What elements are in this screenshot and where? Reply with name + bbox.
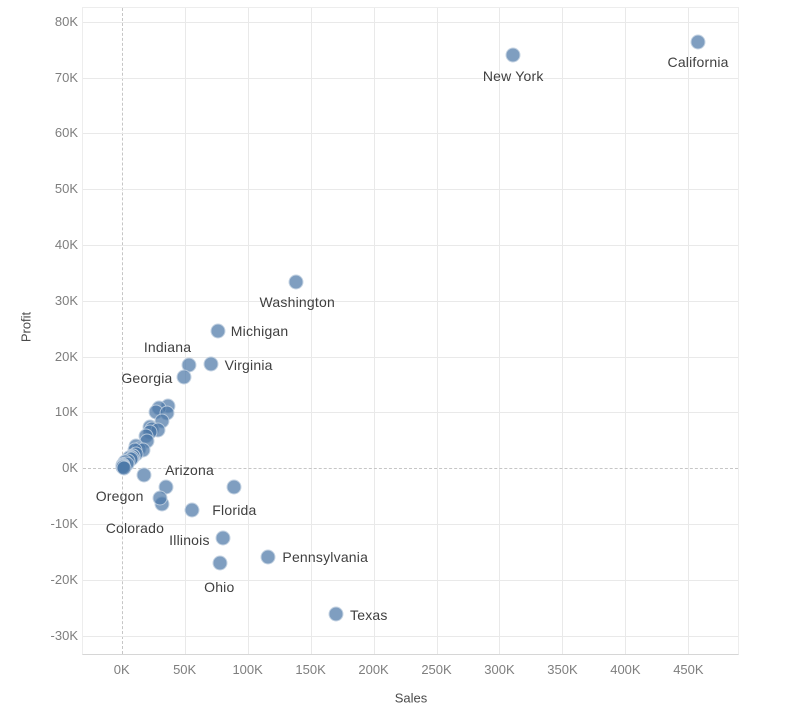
y-tick-label: 10K	[54, 404, 78, 420]
data-point-michigan[interactable]	[210, 323, 226, 339]
x-tick-label: 400K	[610, 662, 641, 677]
x-tick-label: 150K	[295, 662, 326, 677]
data-point-pennsylvania[interactable]	[260, 549, 276, 565]
data-point-california[interactable]	[690, 34, 706, 50]
y-axis-title: Profit	[18, 311, 34, 343]
x-tick-label: 450K	[673, 662, 704, 677]
plot-area	[83, 8, 738, 654]
data-point-new-york[interactable]	[505, 47, 521, 63]
y-tick-label: 70K	[54, 69, 78, 85]
y-tick-label: 20K	[54, 348, 78, 364]
y-tick-label: -30K	[50, 627, 78, 643]
data-point-oregon[interactable]	[136, 467, 152, 483]
y-tick-label: 0K	[62, 460, 78, 476]
y-tick-label: 40K	[54, 236, 78, 252]
x-tick-label: 0K	[113, 662, 130, 677]
y-tick-label: 50K	[54, 181, 78, 197]
y-tick-label: 80K	[54, 13, 78, 29]
x-axis-title: Sales	[394, 690, 428, 706]
y-tick-label: -10K	[50, 515, 78, 531]
x-tick-label: 250K	[421, 662, 452, 677]
x-tick-label: 300K	[484, 662, 515, 677]
data-point-illinois[interactable]	[215, 530, 231, 546]
data-point-texas[interactable]	[328, 606, 344, 622]
y-tick-label: -20K	[50, 571, 78, 587]
x-tick-label: 50K	[173, 662, 197, 677]
y-tick-label: 30K	[54, 292, 78, 308]
data-point-tennessee[interactable]	[152, 490, 168, 506]
x-tick-label: 100K	[232, 662, 263, 677]
x-tick-label: 200K	[358, 662, 389, 677]
data-point-georgia[interactable]	[176, 369, 192, 385]
data-point-florida[interactable]	[226, 479, 242, 495]
data-point-virginia[interactable]	[203, 356, 219, 372]
data-point-ohio[interactable]	[212, 555, 228, 571]
y-tick-label: 60K	[54, 125, 78, 141]
data-point-wyoming[interactable]	[116, 460, 132, 476]
data-point-north-carolina[interactable]	[184, 502, 200, 518]
x-tick-label: 350K	[547, 662, 578, 677]
data-point-washington[interactable]	[288, 274, 304, 290]
